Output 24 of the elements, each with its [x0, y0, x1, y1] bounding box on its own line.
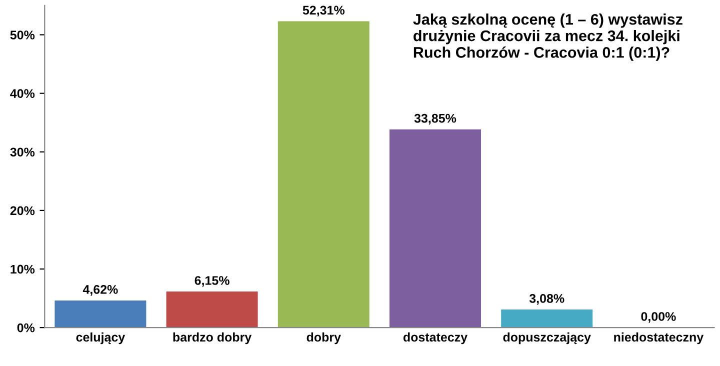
x-tick-label: dostateczy [403, 332, 468, 344]
bar [166, 292, 258, 328]
y-tick-label: 20% [10, 206, 35, 216]
x-tick-label: dopuszczający [503, 332, 591, 344]
x-tick-label: bardzo dobry [173, 332, 252, 344]
data-label: 52,31% [302, 6, 345, 16]
y-tick-label: 50% [10, 30, 35, 40]
y-tick-label: 0% [17, 323, 35, 332]
text: Jaką szkolną ocenę (1 – 6) wystawisz drużynie Cracovii za mecz 34. kolejki Ruch Chorzów - Cracovia 0:1 (0:1)? [413, 14, 682, 61]
data-label: 33,85% [414, 114, 456, 125]
data-label: 4,62% [82, 285, 118, 296]
y-tick-label: 40% [10, 89, 35, 98]
data-label: 0,00% [641, 312, 676, 323]
y-tick-label: 10% [10, 264, 35, 274]
bar [54, 300, 146, 328]
y-tick-label: 30% [10, 148, 35, 157]
bar [278, 21, 370, 328]
x-tick-label: dobry [306, 332, 341, 344]
bar [389, 129, 481, 328]
data-label: 3,08% [529, 294, 564, 305]
x-tick-label: niedostateczny [614, 332, 704, 344]
data-label: 6,15% [194, 276, 230, 287]
bar [501, 310, 593, 328]
x-tick-label: celujący [76, 332, 126, 344]
